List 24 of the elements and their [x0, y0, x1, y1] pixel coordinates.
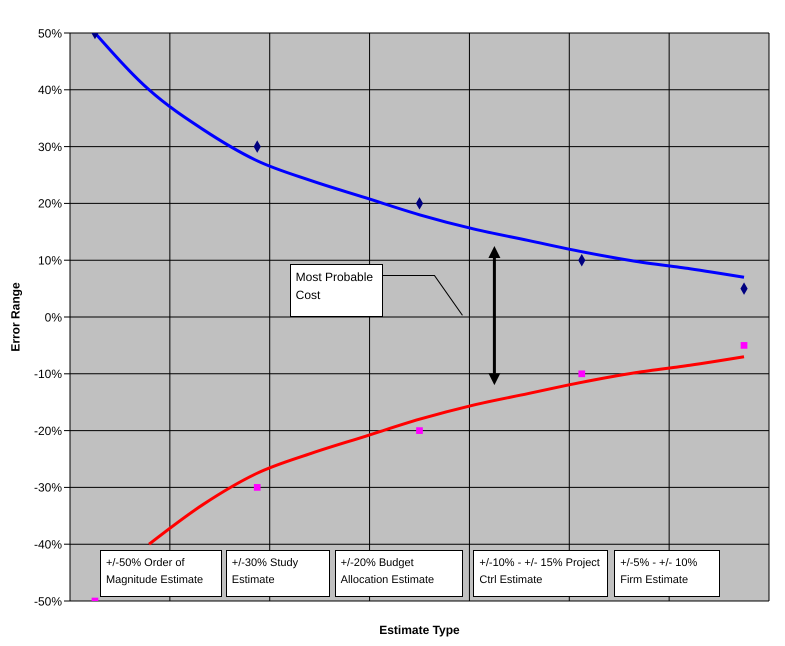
y-tick-label: 30%	[38, 140, 62, 154]
text-box: +/-30% Study Estimate	[226, 550, 330, 598]
y-tick-label: 20%	[38, 196, 62, 211]
point	[416, 427, 423, 434]
text-box: +/-50% Order of Magnitude Estimate	[100, 550, 222, 598]
y-tick-label: -30%	[34, 480, 62, 495]
point	[254, 484, 261, 491]
y-axis-title: Error Range	[9, 282, 24, 352]
y-tick-label: 10%	[38, 253, 62, 268]
text-box: +/-20% Budget Allocation Estimate	[334, 550, 464, 598]
y-tick-label: 0%	[44, 310, 62, 324]
y-tick-label: -50%	[34, 594, 62, 608]
text-box: Most Probable Cost	[290, 264, 383, 317]
y-tick-label: 50%	[38, 26, 62, 40]
text-box: +/-10% - +/- 15% Project Ctrl Estimate	[473, 550, 608, 598]
point	[578, 370, 586, 378]
y-tick-label: -10%	[34, 367, 62, 382]
y-tick-label: -20%	[34, 424, 62, 438]
y-tick-label: 40%	[38, 83, 62, 98]
line-series	[148, 355, 746, 546]
y-tick-label: -40%	[34, 537, 62, 552]
point	[740, 342, 748, 349]
text-box: +/-5% - +/- 10% Firm Estimate	[614, 550, 720, 598]
x-axis-title: Estimate Type	[379, 623, 460, 637]
